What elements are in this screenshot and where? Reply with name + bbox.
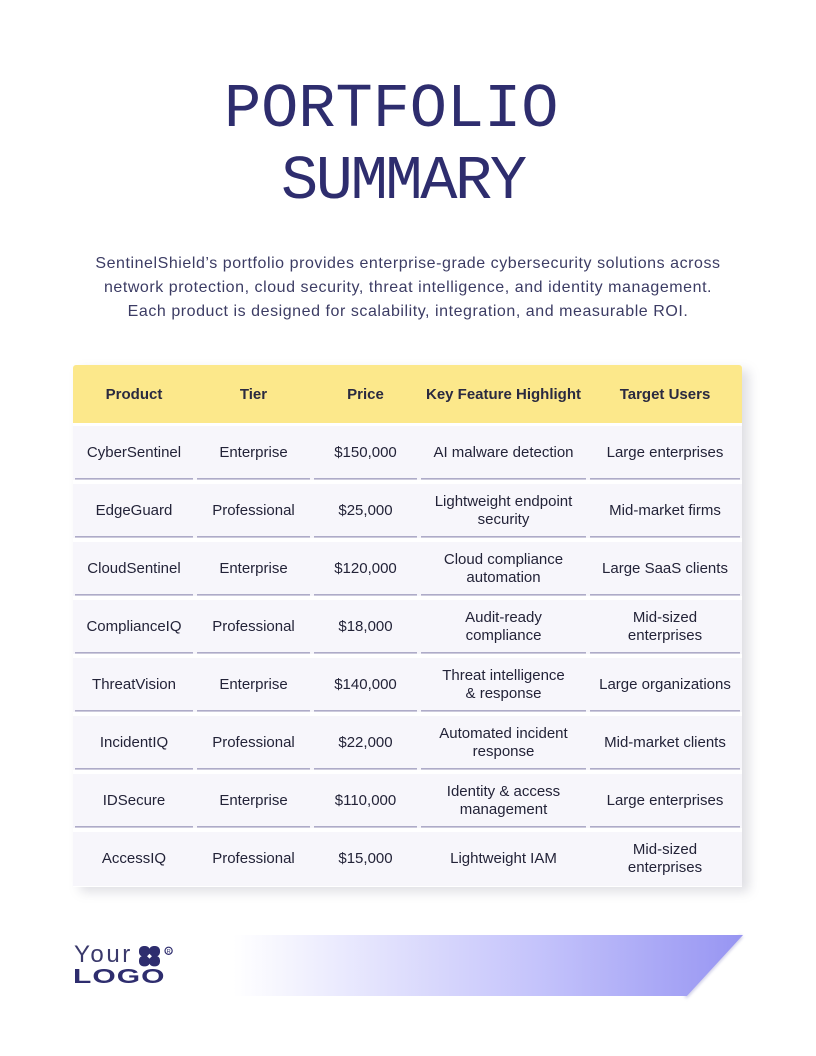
svg-text:R: R (167, 949, 171, 955)
